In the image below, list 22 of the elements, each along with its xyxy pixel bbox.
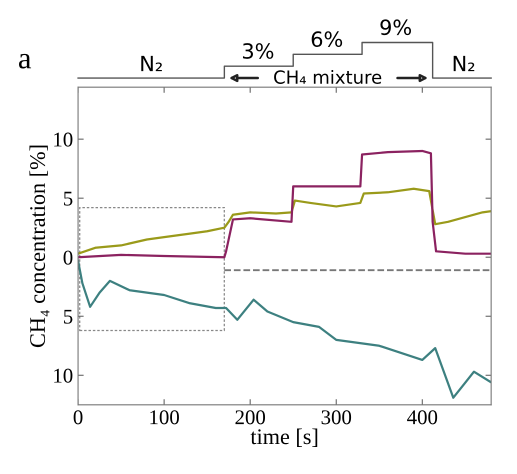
x-tick-label: 200 [235,410,266,424]
text: CH₄ mixture [274,70,382,84]
y-tick-label: 10 [54,368,72,383]
text: N₂ [141,56,162,72]
text: N₂ [454,56,474,72]
x-tick-label: 100 [150,410,179,424]
x-tick-label: 0 [74,410,82,424]
text: 6% [312,31,342,48]
y-tick-label: 10 [54,132,72,147]
text: a [19,54,32,69]
y-tick-label: 5 [64,310,72,324]
text: 3% [242,43,274,59]
line-series [78,188,492,255]
y-tick-label: 0 [64,250,72,265]
text: 9% [380,19,411,36]
x-tick-label: 300 [322,410,352,424]
y-tick-label: 5 [64,192,72,206]
x-tick-label: 400 [407,410,438,424]
line-series [78,150,492,258]
y-axis-title: CH₄ concentration [%] [29,146,50,348]
x-axis-title: time [s] [250,428,318,447]
line-series [78,260,492,399]
